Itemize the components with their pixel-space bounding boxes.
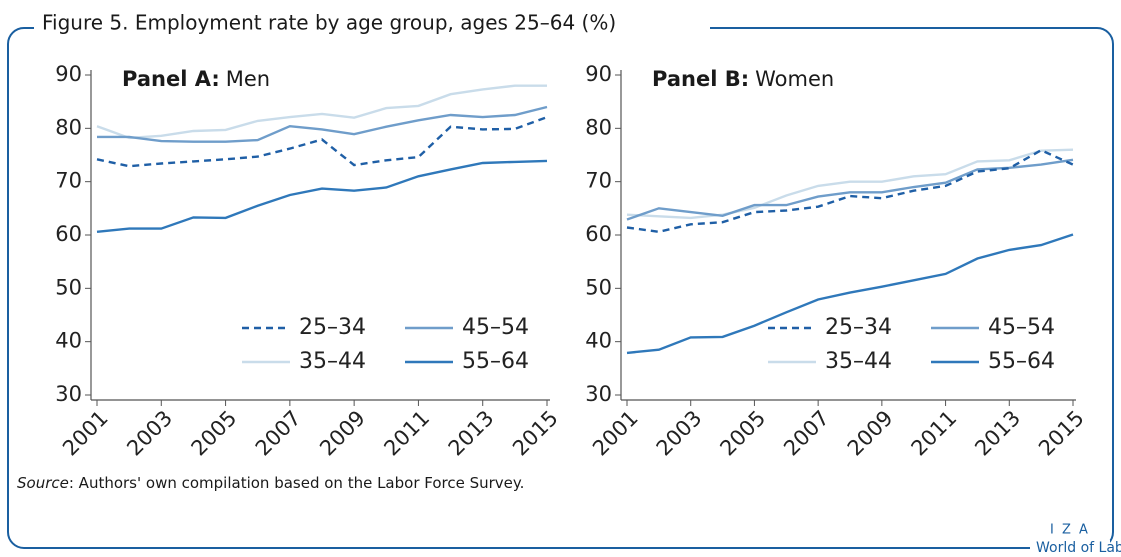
- x-tick-label: 2009: [315, 406, 370, 461]
- x-tick-label: 2001: [58, 406, 113, 461]
- x-tick-label: 2007: [779, 406, 834, 461]
- x-tick-label: 2013: [444, 406, 499, 461]
- legend-label: 25–34: [299, 315, 366, 340]
- y-tick-label: 90: [585, 62, 612, 86]
- panel-name: Men: [226, 67, 270, 91]
- source-text: : Authors' own compilation based on the …: [69, 474, 525, 492]
- x-tick-label: 2015: [1034, 406, 1089, 461]
- source-label: Source: [17, 474, 69, 492]
- y-tick-label: 30: [55, 382, 82, 406]
- y-tick-label: 70: [55, 169, 82, 193]
- legend-label: 35–44: [825, 349, 892, 374]
- panel-label: Panel A:: [122, 67, 220, 91]
- panel-name: Women: [755, 67, 834, 91]
- x-tick-label: 2009: [843, 406, 898, 461]
- x-tick-label: 2011: [907, 406, 962, 461]
- logo-bottom: World of Labor: [1036, 540, 1121, 556]
- series-line: [626, 148, 1074, 220]
- series-line: [626, 233, 1074, 355]
- x-tick-label: 2007: [251, 406, 306, 461]
- panel-title: Panel B: Women: [652, 67, 834, 91]
- y-tick-label: 30: [585, 382, 612, 406]
- y-tick-label: 90: [55, 62, 82, 86]
- y-tick-label: 40: [585, 329, 612, 353]
- legend-label: 55–64: [462, 349, 529, 374]
- legend-label: 45–54: [462, 315, 529, 340]
- frame: [7, 27, 1114, 549]
- panel-title: Panel A: Men: [122, 67, 270, 91]
- y-tick-label: 50: [55, 275, 82, 299]
- x-tick-label: 2005: [715, 406, 770, 461]
- x-tick-label: 2011: [379, 406, 434, 461]
- y-tick-label: 60: [55, 222, 82, 246]
- series-line: [626, 158, 1074, 221]
- legend-label: 25–34: [825, 315, 892, 340]
- legend-label: 55–64: [988, 349, 1055, 374]
- y-tick-label: 80: [55, 115, 82, 139]
- x-tick-label: 2003: [652, 406, 707, 461]
- y-tick-label: 60: [585, 222, 612, 246]
- series-line: [96, 115, 548, 168]
- x-tick-label: 2015: [508, 406, 563, 461]
- series-line: [96, 84, 547, 140]
- title-background: [34, 10, 710, 40]
- series-line: [626, 148, 1074, 234]
- series-line: [96, 159, 548, 233]
- x-tick-label: 2003: [122, 406, 177, 461]
- y-tick-label: 50: [585, 275, 612, 299]
- panel-label: Panel B:: [652, 67, 749, 91]
- legend-label: 45–54: [988, 315, 1055, 340]
- x-tick-label: 2001: [588, 406, 643, 461]
- logo-background: [1030, 540, 1110, 556]
- legend-label: 35–44: [299, 349, 366, 374]
- y-tick-label: 40: [55, 329, 82, 353]
- x-tick-label: 2005: [187, 406, 242, 461]
- x-tick-label: 2013: [970, 406, 1025, 461]
- logo-top: I Z A: [1050, 523, 1090, 538]
- y-tick-label: 70: [585, 169, 612, 193]
- y-tick-label: 80: [585, 115, 612, 139]
- source-note: Source: Authors' own compilation based o…: [17, 474, 524, 492]
- series-line: [97, 105, 548, 143]
- figure-title: Figure 5. Employment rate by age group, …: [42, 11, 616, 35]
